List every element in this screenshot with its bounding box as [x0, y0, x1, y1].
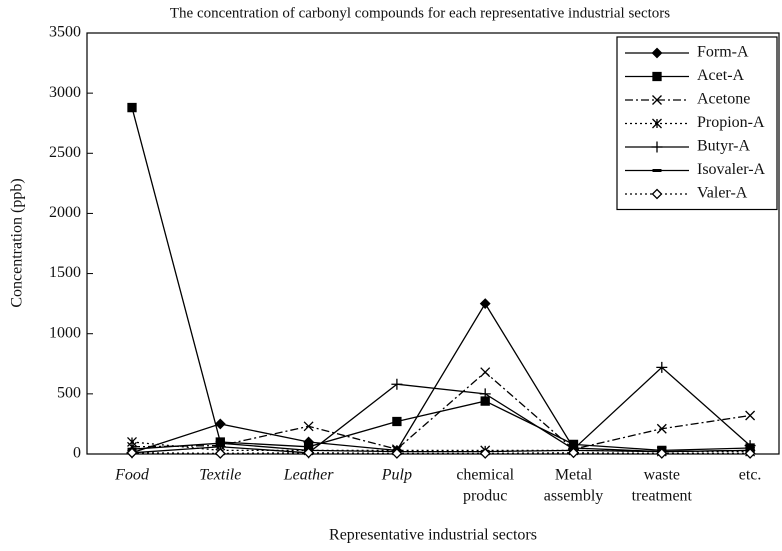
legend-marker	[652, 118, 662, 129]
data-point	[127, 437, 137, 447]
y-axis-label: Concentration (ppb)	[9, 178, 26, 307]
legend-label: Butyr-A	[697, 138, 750, 155]
x-tick-label: Pulp	[381, 467, 412, 484]
data-point	[656, 447, 668, 459]
y-tick-label: 0	[73, 445, 81, 462]
x-tick-label: Metal	[555, 467, 593, 484]
series-line	[131, 442, 751, 453]
data-point	[392, 416, 402, 427]
data-point	[568, 447, 579, 459]
series-line	[131, 371, 751, 450]
x-tick-label: waste	[644, 467, 680, 484]
legend-marker	[652, 71, 662, 82]
data-point	[479, 388, 491, 400]
series-line	[131, 302, 751, 454]
x-axis-label: Representative industrial sectors	[329, 527, 537, 544]
legend-label: Propion-A	[697, 114, 765, 131]
legend-label: Acetone	[697, 91, 750, 108]
data-point	[391, 447, 403, 459]
x-tick-label: Food	[114, 467, 150, 484]
legend-label: Isovaler-A	[697, 161, 766, 178]
legend-label: Form-A	[697, 44, 749, 61]
data-point	[656, 423, 667, 434]
legend-marker	[651, 188, 663, 200]
x-tick-label: etc.	[739, 467, 762, 484]
x-tick-label: chemical	[456, 467, 514, 484]
data-point	[479, 447, 491, 459]
data-point	[479, 298, 491, 310]
data-point	[214, 447, 226, 459]
data-point	[214, 418, 226, 430]
y-tick-label: 1000	[49, 324, 81, 341]
y-tick-label: 1500	[49, 264, 81, 281]
legend-marker	[652, 95, 662, 105]
y-tick-label: 2000	[49, 204, 81, 221]
legend-label: Valer-A	[697, 185, 748, 202]
legend-marker	[651, 47, 663, 59]
data-point	[656, 361, 668, 373]
legend-marker	[651, 141, 663, 153]
series-line	[131, 452, 751, 455]
data-point	[391, 378, 403, 390]
data-point	[303, 447, 315, 459]
x-tick-label: Textile	[199, 467, 241, 484]
series-line	[131, 366, 751, 454]
data-point	[127, 102, 137, 113]
x-tick-label: assembly	[544, 488, 604, 505]
y-tick-label: 3000	[49, 84, 81, 101]
x-tick-label: treatment	[632, 488, 693, 505]
data-point	[480, 367, 491, 378]
data-point	[744, 447, 756, 459]
y-tick-label: 500	[57, 385, 81, 402]
legend-box	[616, 36, 778, 211]
data-point	[480, 396, 490, 406]
data-point	[745, 410, 756, 421]
y-tick-label: 3500	[49, 24, 81, 41]
chart-title: The concentration of carbonyl compounds …	[170, 5, 670, 21]
data-point	[126, 447, 138, 459]
data-point	[303, 421, 314, 432]
y-tick-label: 2500	[49, 144, 81, 161]
x-tick-label: produc	[463, 488, 507, 505]
x-tick-label: Leather	[283, 467, 335, 484]
legend-label: Acet-A	[697, 67, 745, 84]
